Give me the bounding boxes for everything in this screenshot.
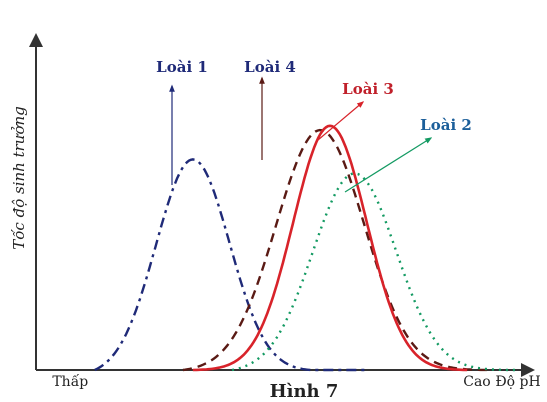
- series-label-4: Loài 2: [420, 116, 472, 134]
- series-label-3: Loài 3: [342, 80, 394, 98]
- x-tick-labels: Thấp Cao: [52, 373, 490, 390]
- series-label-2: Loài 4: [244, 58, 296, 76]
- x-tick-label-1: Cao: [463, 374, 491, 390]
- series-line-1: [94, 158, 370, 372]
- x-tick-label-0: Thấp: [52, 373, 88, 390]
- series-line-3: [192, 124, 468, 372]
- x-axis-label: Độ pH: [495, 374, 540, 390]
- series-line-4: [231, 172, 517, 372]
- chart-title: Hình 7: [270, 381, 339, 402]
- series-line-2: [182, 128, 492, 372]
- series-pointer-4: [344, 137, 433, 193]
- series-lines: [94, 124, 517, 372]
- y-axis-label: Tốc độ sinh trưởng: [10, 106, 28, 250]
- series-label-1: Loài 1: [156, 58, 208, 76]
- series-labels: Loài 1 Loài 4 Loài 3 Loài 2: [156, 58, 472, 193]
- series-pointer-3: [317, 101, 365, 141]
